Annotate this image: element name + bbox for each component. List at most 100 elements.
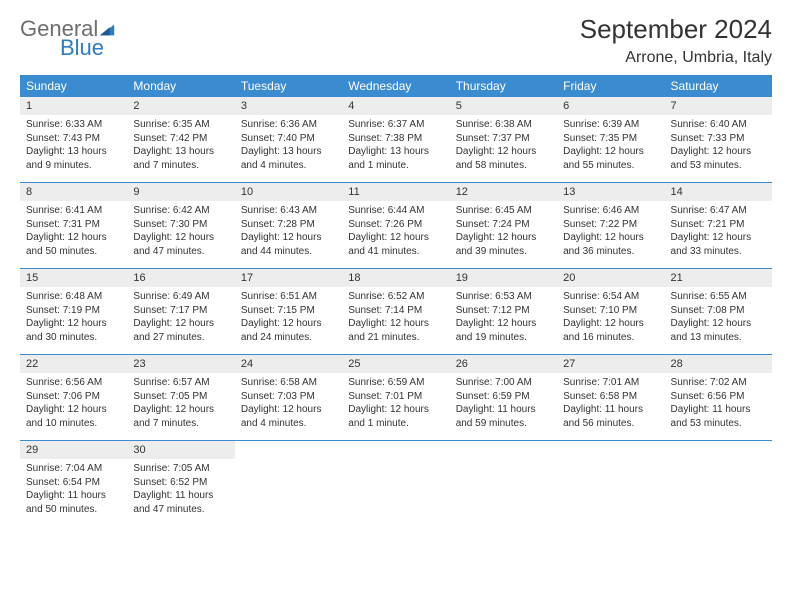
daylight-text-2: and 4 minutes. xyxy=(241,417,336,431)
detail-cell: Sunrise: 6:52 AMSunset: 7:14 PMDaylight:… xyxy=(342,287,449,355)
sunset-text: Sunset: 7:17 PM xyxy=(133,304,228,318)
logo: General Blue xyxy=(20,14,116,57)
sunrise-text: Sunrise: 6:35 AM xyxy=(133,118,228,132)
detail-cell: Sunrise: 6:47 AMSunset: 7:21 PMDaylight:… xyxy=(665,201,772,269)
sunrise-text: Sunrise: 6:37 AM xyxy=(348,118,443,132)
detail-cell: Sunrise: 6:41 AMSunset: 7:31 PMDaylight:… xyxy=(20,201,127,269)
daynum-cell: 15 xyxy=(20,269,127,288)
detail-cell: Sunrise: 6:54 AMSunset: 7:10 PMDaylight:… xyxy=(557,287,664,355)
daylight-text-1: Daylight: 13 hours xyxy=(348,145,443,159)
daynum-cell: 10 xyxy=(235,183,342,202)
detail-cell: Sunrise: 7:05 AMSunset: 6:52 PMDaylight:… xyxy=(127,459,234,526)
sunset-text: Sunset: 7:22 PM xyxy=(563,218,658,232)
detail-cell: Sunrise: 6:39 AMSunset: 7:35 PMDaylight:… xyxy=(557,115,664,183)
detail-cell: Sunrise: 6:38 AMSunset: 7:37 PMDaylight:… xyxy=(450,115,557,183)
daynum-cell xyxy=(665,441,772,460)
detail-cell xyxy=(450,459,557,526)
daynum-cell: 22 xyxy=(20,355,127,374)
daylight-text-1: Daylight: 12 hours xyxy=(133,317,228,331)
daynum-cell: 30 xyxy=(127,441,234,460)
sunset-text: Sunset: 7:10 PM xyxy=(563,304,658,318)
daynum-cell xyxy=(450,441,557,460)
sunrise-text: Sunrise: 6:52 AM xyxy=(348,290,443,304)
sunset-text: Sunset: 7:28 PM xyxy=(241,218,336,232)
detail-cell: Sunrise: 6:55 AMSunset: 7:08 PMDaylight:… xyxy=(665,287,772,355)
daylight-text-2: and 13 minutes. xyxy=(671,331,766,345)
daylight-text-1: Daylight: 12 hours xyxy=(563,317,658,331)
daylight-text-2: and 39 minutes. xyxy=(456,245,551,259)
sunset-text: Sunset: 7:30 PM xyxy=(133,218,228,232)
daylight-text-1: Daylight: 11 hours xyxy=(456,403,551,417)
sunset-text: Sunset: 7:21 PM xyxy=(671,218,766,232)
daylight-text-1: Daylight: 12 hours xyxy=(133,403,228,417)
daylight-text-1: Daylight: 12 hours xyxy=(563,145,658,159)
daylight-text-2: and 44 minutes. xyxy=(241,245,336,259)
sunrise-text: Sunrise: 6:47 AM xyxy=(671,204,766,218)
sunrise-text: Sunrise: 6:39 AM xyxy=(563,118,658,132)
daylight-text-2: and 47 minutes. xyxy=(133,245,228,259)
sunrise-text: Sunrise: 6:57 AM xyxy=(133,376,228,390)
dow-cell: Friday xyxy=(557,75,664,97)
daylight-text-1: Daylight: 12 hours xyxy=(348,231,443,245)
sunrise-text: Sunrise: 7:01 AM xyxy=(563,376,658,390)
detail-cell: Sunrise: 6:33 AMSunset: 7:43 PMDaylight:… xyxy=(20,115,127,183)
daynum-cell: 24 xyxy=(235,355,342,374)
detail-row: Sunrise: 6:33 AMSunset: 7:43 PMDaylight:… xyxy=(20,115,772,183)
dow-cell: Thursday xyxy=(450,75,557,97)
daynum-cell: 25 xyxy=(342,355,449,374)
calendar-table: SundayMondayTuesdayWednesdayThursdayFrid… xyxy=(20,75,772,526)
sunrise-text: Sunrise: 6:36 AM xyxy=(241,118,336,132)
detail-row: Sunrise: 6:56 AMSunset: 7:06 PMDaylight:… xyxy=(20,373,772,441)
daynum-row: 15161718192021 xyxy=(20,269,772,288)
sunset-text: Sunset: 7:35 PM xyxy=(563,132,658,146)
sunset-text: Sunset: 7:38 PM xyxy=(348,132,443,146)
daylight-text-1: Daylight: 12 hours xyxy=(563,231,658,245)
daynum-row: 2930 xyxy=(20,441,772,460)
sunrise-text: Sunrise: 6:42 AM xyxy=(133,204,228,218)
daynum-cell: 26 xyxy=(450,355,557,374)
daylight-text-2: and 55 minutes. xyxy=(563,159,658,173)
sunrise-text: Sunrise: 6:49 AM xyxy=(133,290,228,304)
sunset-text: Sunset: 7:31 PM xyxy=(26,218,121,232)
daylight-text-2: and 50 minutes. xyxy=(26,503,121,517)
daylight-text-2: and 59 minutes. xyxy=(456,417,551,431)
dow-row: SundayMondayTuesdayWednesdayThursdayFrid… xyxy=(20,75,772,97)
sunset-text: Sunset: 7:12 PM xyxy=(456,304,551,318)
sunset-text: Sunset: 6:59 PM xyxy=(456,390,551,404)
daylight-text-2: and 30 minutes. xyxy=(26,331,121,345)
detail-cell: Sunrise: 7:01 AMSunset: 6:58 PMDaylight:… xyxy=(557,373,664,441)
sunrise-text: Sunrise: 6:33 AM xyxy=(26,118,121,132)
daylight-text-1: Daylight: 12 hours xyxy=(241,231,336,245)
detail-row: Sunrise: 6:48 AMSunset: 7:19 PMDaylight:… xyxy=(20,287,772,355)
detail-cell: Sunrise: 6:44 AMSunset: 7:26 PMDaylight:… xyxy=(342,201,449,269)
sunset-text: Sunset: 6:54 PM xyxy=(26,476,121,490)
sunrise-text: Sunrise: 6:51 AM xyxy=(241,290,336,304)
daylight-text-2: and 21 minutes. xyxy=(348,331,443,345)
daylight-text-1: Daylight: 12 hours xyxy=(671,231,766,245)
sunrise-text: Sunrise: 7:02 AM xyxy=(671,376,766,390)
sunrise-text: Sunrise: 6:59 AM xyxy=(348,376,443,390)
detail-cell xyxy=(342,459,449,526)
detail-cell: Sunrise: 6:35 AMSunset: 7:42 PMDaylight:… xyxy=(127,115,234,183)
daynum-cell: 21 xyxy=(665,269,772,288)
daynum-cell: 18 xyxy=(342,269,449,288)
sunrise-text: Sunrise: 7:04 AM xyxy=(26,462,121,476)
sunset-text: Sunset: 7:03 PM xyxy=(241,390,336,404)
detail-cell: Sunrise: 6:36 AMSunset: 7:40 PMDaylight:… xyxy=(235,115,342,183)
daynum-cell: 29 xyxy=(20,441,127,460)
detail-cell: Sunrise: 6:43 AMSunset: 7:28 PMDaylight:… xyxy=(235,201,342,269)
sunset-text: Sunset: 7:40 PM xyxy=(241,132,336,146)
daylight-text-1: Daylight: 11 hours xyxy=(563,403,658,417)
dow-cell: Sunday xyxy=(20,75,127,97)
daylight-text-1: Daylight: 12 hours xyxy=(26,317,121,331)
daynum-cell xyxy=(557,441,664,460)
detail-cell: Sunrise: 6:45 AMSunset: 7:24 PMDaylight:… xyxy=(450,201,557,269)
daylight-text-2: and 10 minutes. xyxy=(26,417,121,431)
sunset-text: Sunset: 7:42 PM xyxy=(133,132,228,146)
daylight-text-2: and 56 minutes. xyxy=(563,417,658,431)
daylight-text-2: and 24 minutes. xyxy=(241,331,336,345)
daynum-cell: 2 xyxy=(127,97,234,115)
sunrise-text: Sunrise: 6:40 AM xyxy=(671,118,766,132)
daynum-cell: 4 xyxy=(342,97,449,115)
detail-cell: Sunrise: 6:58 AMSunset: 7:03 PMDaylight:… xyxy=(235,373,342,441)
